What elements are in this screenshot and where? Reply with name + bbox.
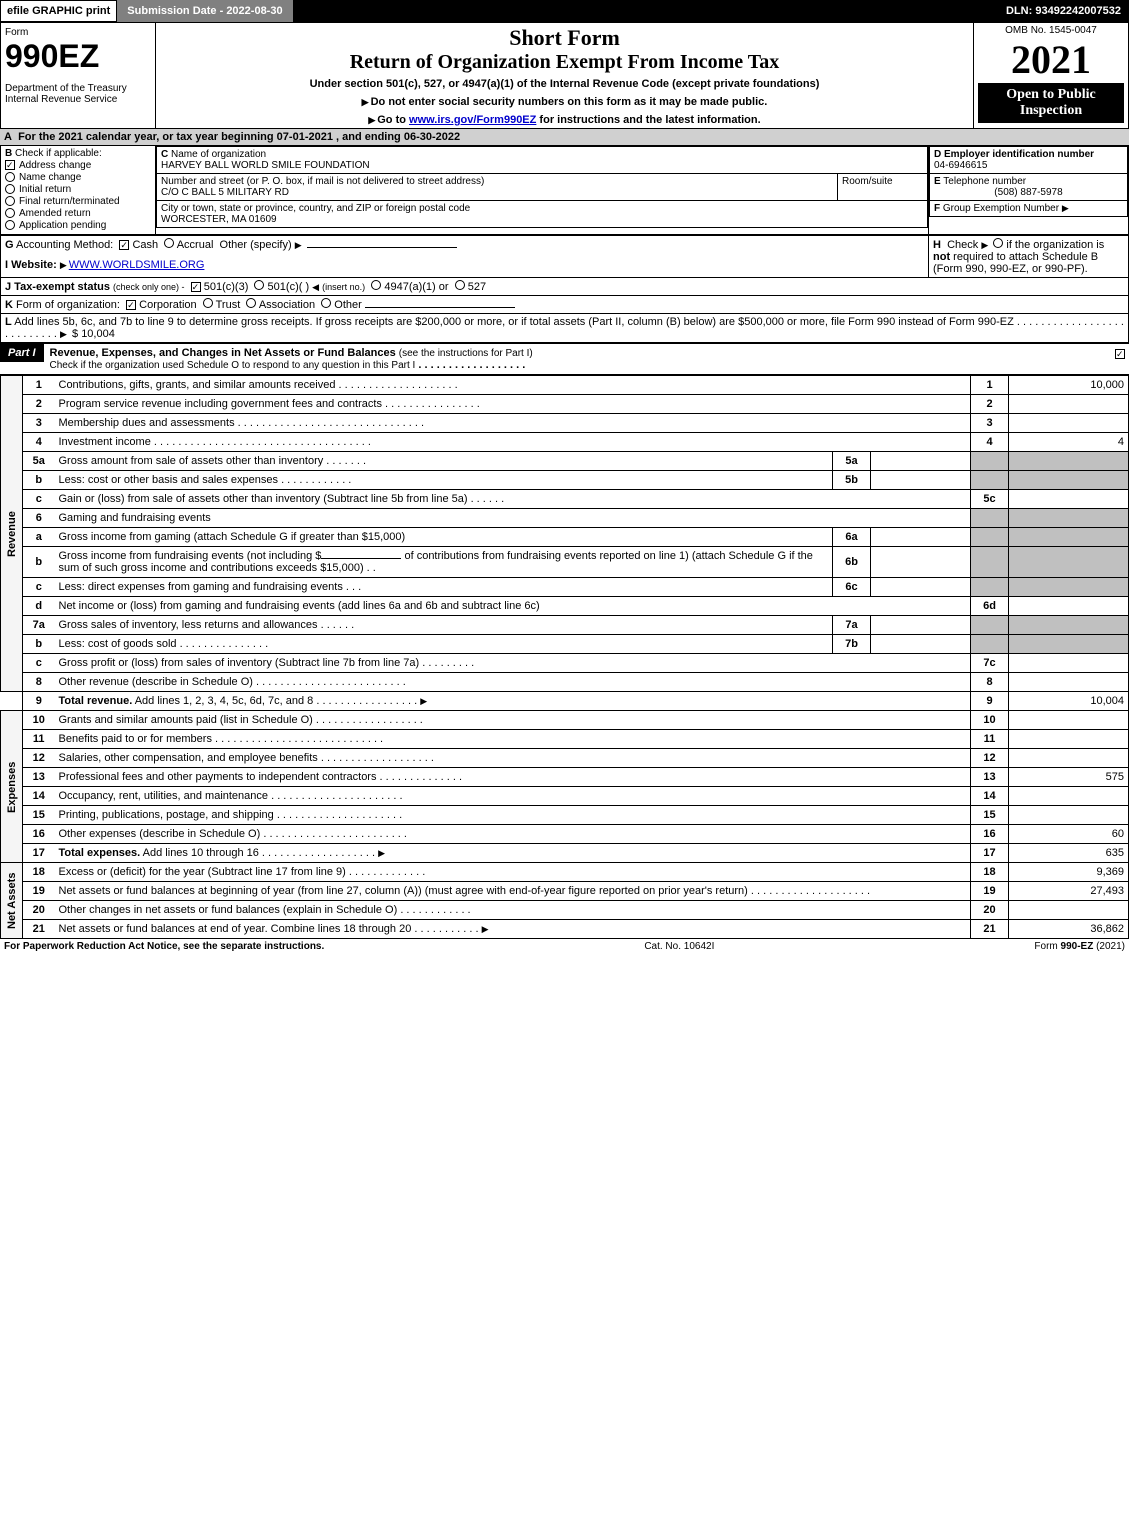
part-1-label: Part I xyxy=(0,344,44,362)
info-block: B Check if applicable: Address change Na… xyxy=(0,145,1129,235)
part-1-header-row: Part I Revenue, Expenses, and Changes in… xyxy=(0,343,1129,375)
sections-g-k: G Accounting Method: Cash Accrual Other … xyxy=(0,235,1129,343)
section-h: H Check if the organization is not requi… xyxy=(929,236,1129,278)
schedule-b-checkbox[interactable] xyxy=(993,238,1003,248)
revenue-section-label: Revenue xyxy=(1,376,23,692)
instr-no-ssn: Do not enter social security numbers on … xyxy=(160,96,969,108)
trust-checkbox[interactable] xyxy=(203,298,213,308)
part-1-title: Revenue, Expenses, and Changes in Net As… xyxy=(50,347,396,359)
department-label: Department of the TreasuryInternal Reven… xyxy=(5,83,151,105)
4947-checkbox[interactable] xyxy=(371,280,381,290)
section-c-name: C Name of organization HARVEY BALL WORLD… xyxy=(157,147,928,174)
section-c-city: City or town, state or province, country… xyxy=(157,201,928,228)
section-f: F Group Exemption Number xyxy=(930,201,1128,217)
section-d: D Employer identification number 04-6946… xyxy=(930,147,1128,174)
irs-link[interactable]: www.irs.gov/Form990EZ xyxy=(409,114,536,126)
amended-return-checkbox[interactable] xyxy=(5,208,15,218)
address-change-checkbox[interactable] xyxy=(5,160,15,170)
expenses-section-label: Expenses xyxy=(1,711,23,863)
initial-return-checkbox[interactable] xyxy=(5,184,15,194)
form-ref: Form 990-EZ (2021) xyxy=(1034,941,1125,952)
final-return-checkbox[interactable] xyxy=(5,196,15,206)
catalog-number: Cat. No. 10642I xyxy=(644,941,714,952)
section-e: E Telephone number (508) 887-5978 xyxy=(930,174,1128,201)
association-checkbox[interactable] xyxy=(246,298,256,308)
501c-checkbox[interactable] xyxy=(254,280,264,290)
short-form-title: Short Form xyxy=(160,25,969,51)
tax-year: 2021 xyxy=(978,36,1124,83)
section-l: L Add lines 5b, 6c, and 7b to line 9 to … xyxy=(1,314,1129,343)
501c3-checkbox[interactable] xyxy=(191,282,201,292)
form-header-table: Form 990EZ Department of the TreasuryInt… xyxy=(0,22,1129,129)
other-checkbox[interactable] xyxy=(321,298,331,308)
section-a: A For the 2021 calendar year, or tax yea… xyxy=(0,129,1129,145)
name-change-checkbox[interactable] xyxy=(5,172,15,182)
submission-date: Submission Date - 2022-08-30 xyxy=(117,0,292,22)
instr-goto: Go to www.irs.gov/Form990EZ for instruct… xyxy=(160,114,969,126)
corporation-checkbox[interactable] xyxy=(126,300,136,310)
schedule-o-checkbox[interactable] xyxy=(1115,349,1125,359)
efile-label: efile GRAPHIC print xyxy=(0,0,117,22)
section-k: K Form of organization: Corporation Trus… xyxy=(1,296,1129,314)
top-bar: efile GRAPHIC print Submission Date - 20… xyxy=(0,0,1129,22)
accrual-checkbox[interactable] xyxy=(164,238,174,248)
form-label: Form xyxy=(5,27,151,38)
section-g-label: G xyxy=(5,239,14,251)
open-to-public: Open to Public Inspection xyxy=(978,83,1124,123)
section-c-room: Room/suite xyxy=(838,174,928,201)
under-section-text: Under section 501(c), 527, or 4947(a)(1)… xyxy=(160,78,969,90)
page-footer: For Paperwork Reduction Act Notice, see … xyxy=(0,939,1129,954)
cash-checkbox[interactable] xyxy=(119,240,129,250)
dln-label: DLN: 93492242007532 xyxy=(998,3,1129,19)
website-link[interactable]: WWW.WORLDSMILE.ORG xyxy=(69,259,205,271)
form-number: 990EZ xyxy=(5,38,151,75)
527-checkbox[interactable] xyxy=(455,280,465,290)
revenue-table: Revenue 1 Contributions, gifts, grants, … xyxy=(0,375,1129,939)
section-b: B Check if applicable: Address change Na… xyxy=(1,146,156,235)
netassets-section-label: Net Assets xyxy=(1,863,23,939)
omb-number: OMB No. 1545-0047 xyxy=(978,25,1124,36)
return-title: Return of Organization Exempt From Incom… xyxy=(160,51,969,74)
section-c-street: Number and street (or P. O. box, if mail… xyxy=(157,174,838,201)
section-j: J Tax-exempt status (check only one) - 5… xyxy=(1,278,1129,296)
paperwork-notice: For Paperwork Reduction Act Notice, see … xyxy=(4,941,324,952)
application-pending-checkbox[interactable] xyxy=(5,220,15,230)
section-i: I Website: WWW.WORLDSMILE.ORG xyxy=(1,257,929,277)
